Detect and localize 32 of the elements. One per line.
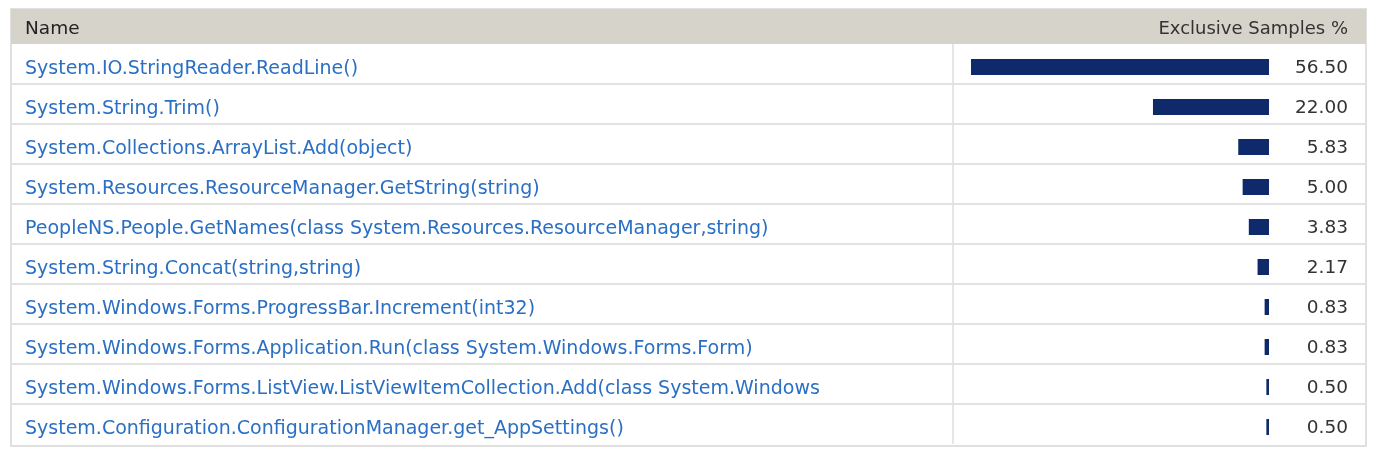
- data-label: 0.50: [1306, 376, 1348, 398]
- bar: [1266, 379, 1269, 395]
- y-axis-title: Name: [25, 16, 80, 38]
- data-label: 0.83: [1306, 296, 1348, 318]
- bar: [1264, 299, 1269, 315]
- y-tick-label: System.String.Concat(string,string): [25, 255, 362, 278]
- bar: [1152, 99, 1269, 115]
- data-label: 22.00: [1295, 96, 1348, 118]
- bar: [1266, 419, 1269, 435]
- y-tick-label: System.Windows.Forms.ListView.ListViewItemCollection.Add(class System.Windows: [25, 375, 820, 398]
- y-tick-label: System.Configuration.ConfigurationManager.get_AppSettings(): [25, 415, 624, 439]
- data-label: 5.83: [1306, 136, 1348, 158]
- y-tick-label: System.Collections.ArrayList.Add(object): [25, 135, 413, 158]
- bar: [1248, 219, 1269, 235]
- bar: [1242, 179, 1269, 195]
- data-label: 3.83: [1306, 216, 1348, 238]
- bar: [1257, 259, 1269, 275]
- y-tick-label: PeopleNS.People.GetNames(class System.Resources.ResourceManager,string): [25, 215, 769, 238]
- y-tick-label: System.IO.StringReader.ReadLine(): [25, 55, 359, 78]
- y-tick-label: System.Resources.ResourceManager.GetString(string): [25, 175, 540, 198]
- bar: [971, 59, 1269, 75]
- data-label: 2.17: [1306, 256, 1348, 278]
- data-label: 0.50: [1306, 416, 1348, 438]
- y-tick-label: System.String.Trim(): [25, 95, 220, 118]
- y-tick-label: System.Windows.Forms.Application.Run(class System.Windows.Forms.Form): [25, 335, 753, 358]
- data-label: 56.50: [1295, 56, 1348, 78]
- data-label: 5.00: [1306, 176, 1348, 198]
- bar: [1264, 339, 1269, 355]
- y-tick-label: System.Windows.Forms.ProgressBar.Increment(int32): [25, 295, 536, 318]
- x-axis-title: Exclusive Samples %: [1158, 16, 1348, 38]
- data-label: 0.83: [1306, 336, 1348, 358]
- bar: [1238, 139, 1269, 155]
